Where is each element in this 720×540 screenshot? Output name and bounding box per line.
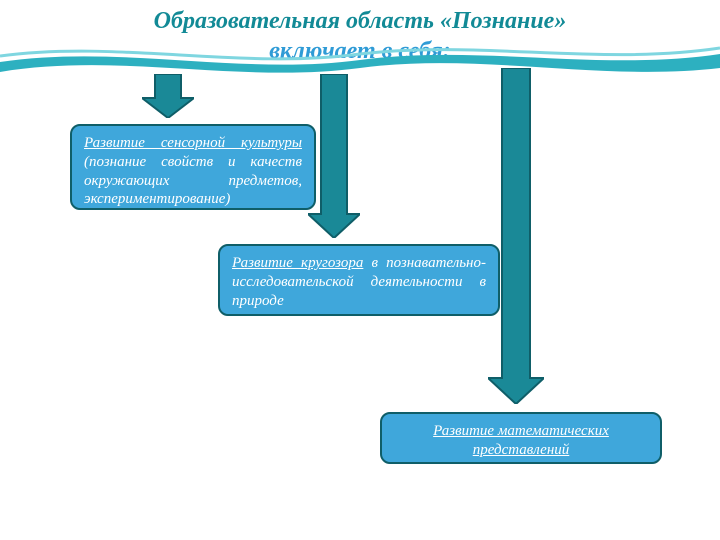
info-box-title-1: Развитие сенсорной культуры [84, 135, 302, 151]
down-arrow-1 [142, 74, 194, 118]
info-box-title-2: Развитие кругозора [232, 255, 363, 271]
down-arrow-path-3 [488, 68, 544, 404]
title-line2: включает в себя: [269, 38, 451, 64]
page-title: Образовательная область «Познание» включ… [0, 6, 720, 66]
info-box-2: Развитие кругозора в познавательно-иссле… [218, 244, 500, 316]
title-line1: Образовательная область «Познание» [154, 8, 567, 34]
info-box-body-1: (познание свойств и качеств окружающих п… [84, 154, 302, 208]
down-arrow-3 [488, 68, 544, 404]
down-arrow-path-1 [142, 74, 194, 118]
info-box-3: Развитие математических представлений [380, 412, 662, 464]
info-box-title-3: Развитие математических представлений [433, 423, 609, 458]
info-box-1: Развитие сенсорной культуры (познание св… [70, 124, 316, 210]
